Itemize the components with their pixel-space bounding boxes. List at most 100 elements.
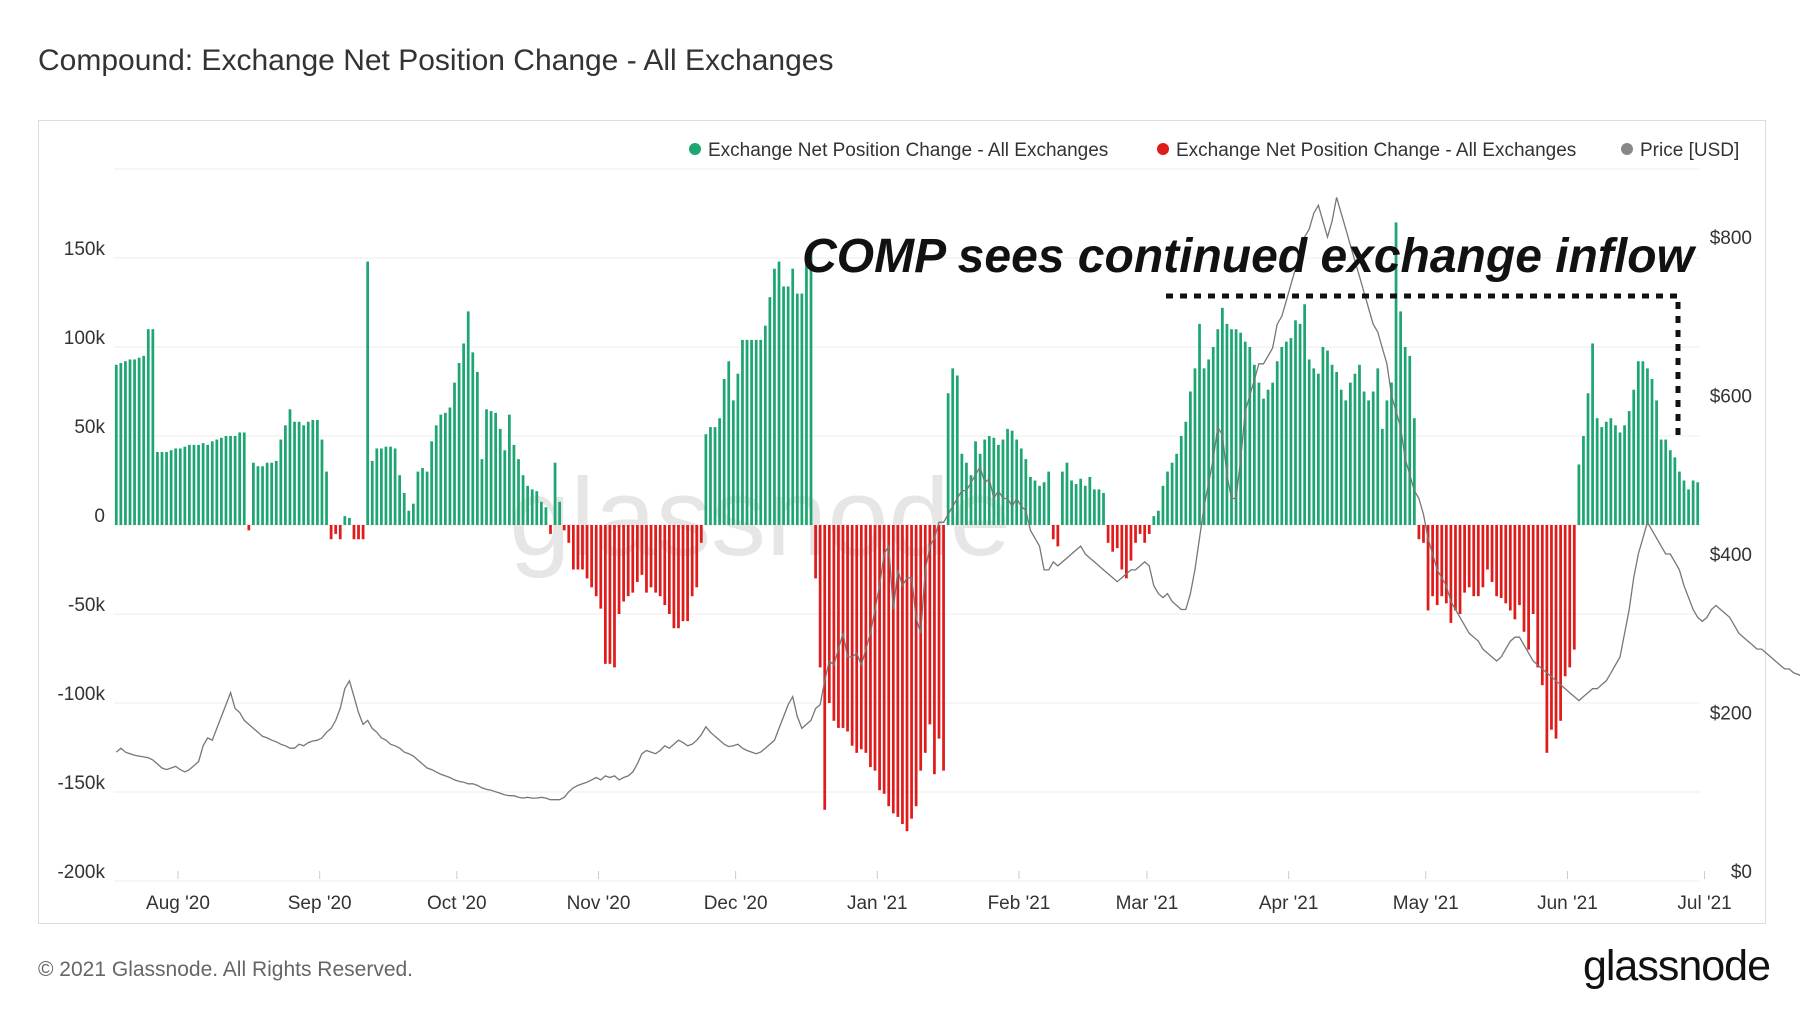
bar-negative xyxy=(686,525,689,622)
bar-negative xyxy=(1563,525,1567,677)
bar-positive xyxy=(480,459,484,525)
bar-positive xyxy=(1623,425,1626,525)
bar-negative xyxy=(859,525,863,750)
bar-negative xyxy=(654,525,657,593)
legend-label: Exchange Net Position Change - All Excha… xyxy=(708,140,1108,161)
bar-positive xyxy=(119,363,123,525)
bar-negative xyxy=(640,525,644,575)
bar-negative xyxy=(599,525,603,609)
bar-positive xyxy=(1385,400,1389,525)
bar-negative xyxy=(663,525,667,606)
bar-positive xyxy=(165,452,168,525)
bar-positive xyxy=(252,462,255,525)
bar-positive xyxy=(402,492,406,525)
bar-positive xyxy=(1591,343,1594,525)
bar-positive xyxy=(1362,391,1366,525)
bar-negative xyxy=(649,525,653,588)
bar-positive xyxy=(1371,391,1375,525)
bar-negative xyxy=(1129,525,1133,561)
bar-positive xyxy=(348,517,351,525)
bar-positive xyxy=(1577,464,1581,525)
bar-positive xyxy=(955,375,959,525)
bar-negative xyxy=(850,525,854,746)
bar-positive xyxy=(475,371,479,525)
bar-negative xyxy=(681,525,685,622)
bar-positive xyxy=(1330,364,1334,525)
chart-panel xyxy=(38,120,1766,924)
bar-negative xyxy=(910,525,913,819)
bar-positive xyxy=(1006,428,1009,525)
legend-marker xyxy=(689,143,701,155)
bar-positive xyxy=(1047,471,1051,525)
bar-positive xyxy=(146,329,150,525)
bar-negative xyxy=(645,525,648,593)
bar-positive xyxy=(114,364,118,525)
bar-positive xyxy=(1358,364,1361,525)
bar-positive xyxy=(169,450,173,525)
bar-positive xyxy=(791,268,795,525)
bar-positive xyxy=(457,363,461,525)
bar-positive xyxy=(1289,338,1293,525)
bar-negative xyxy=(626,525,630,597)
bar-positive xyxy=(1376,368,1380,525)
bar-negative xyxy=(617,525,621,614)
bar-positive xyxy=(951,368,955,525)
bar-positive xyxy=(1271,382,1275,525)
bar-positive xyxy=(297,421,301,525)
bar-positive xyxy=(713,427,717,525)
bar-positive xyxy=(969,475,973,525)
bar-positive xyxy=(1307,359,1311,525)
bar-positive xyxy=(1175,453,1179,525)
bar-positive xyxy=(1586,393,1590,525)
y-axis-right: $800 $600 $400 $200 $0 xyxy=(1710,228,1752,883)
bar-negative xyxy=(1527,525,1530,650)
bar-negative xyxy=(1476,525,1480,597)
bar-negative xyxy=(923,525,927,753)
bar-negative xyxy=(1463,525,1466,593)
bar-positive xyxy=(1636,361,1640,525)
bar-negative xyxy=(933,525,936,775)
bar-positive xyxy=(215,439,219,525)
bar-positive xyxy=(1294,320,1297,525)
bar-positive xyxy=(763,325,767,525)
bar-positive xyxy=(466,311,470,525)
bar-negative xyxy=(1568,525,1572,668)
bar-negative xyxy=(1134,525,1137,543)
bar-positive xyxy=(174,448,178,525)
bar-negative xyxy=(1495,525,1498,597)
bar-positive xyxy=(946,393,950,525)
bar-positive xyxy=(1408,355,1412,525)
bar-negative xyxy=(878,525,881,791)
bar-negative xyxy=(1120,525,1124,570)
bar-positive xyxy=(183,446,187,525)
bar-negative xyxy=(1467,525,1471,588)
x-tick-label: May '21 xyxy=(1393,893,1459,914)
bar-positive xyxy=(1093,489,1096,525)
bar-negative xyxy=(1504,525,1508,604)
bar-positive xyxy=(1582,436,1585,525)
bar-positive xyxy=(517,459,520,525)
bar-negative xyxy=(905,525,909,832)
bar-positive xyxy=(704,434,708,525)
bar-positive xyxy=(1033,480,1037,525)
bar-negative xyxy=(590,525,593,588)
bar-positive xyxy=(325,471,328,525)
bar-negative xyxy=(937,525,941,739)
bar-negative xyxy=(1508,525,1512,611)
bar-negative xyxy=(1444,525,1448,604)
bar-positive xyxy=(709,427,712,525)
bar-positive xyxy=(1088,476,1092,525)
bar-positive xyxy=(425,471,429,525)
bar-positive xyxy=(1604,421,1608,525)
x-axis: Aug '20 Sep '20 Oct '20 Nov '20 Dec '20 Jan '… xyxy=(146,871,1732,914)
bar-positive xyxy=(156,452,159,525)
bar-negative xyxy=(882,525,886,794)
bar-positive xyxy=(1321,347,1325,525)
bar-positive xyxy=(201,443,205,525)
bar-negative xyxy=(846,525,849,732)
bar-negative xyxy=(1458,525,1462,614)
bar-negative xyxy=(334,525,338,534)
bar-negative xyxy=(1138,525,1142,534)
bar-positive xyxy=(188,444,191,525)
y-right-tick-label: $600 xyxy=(1710,387,1752,408)
